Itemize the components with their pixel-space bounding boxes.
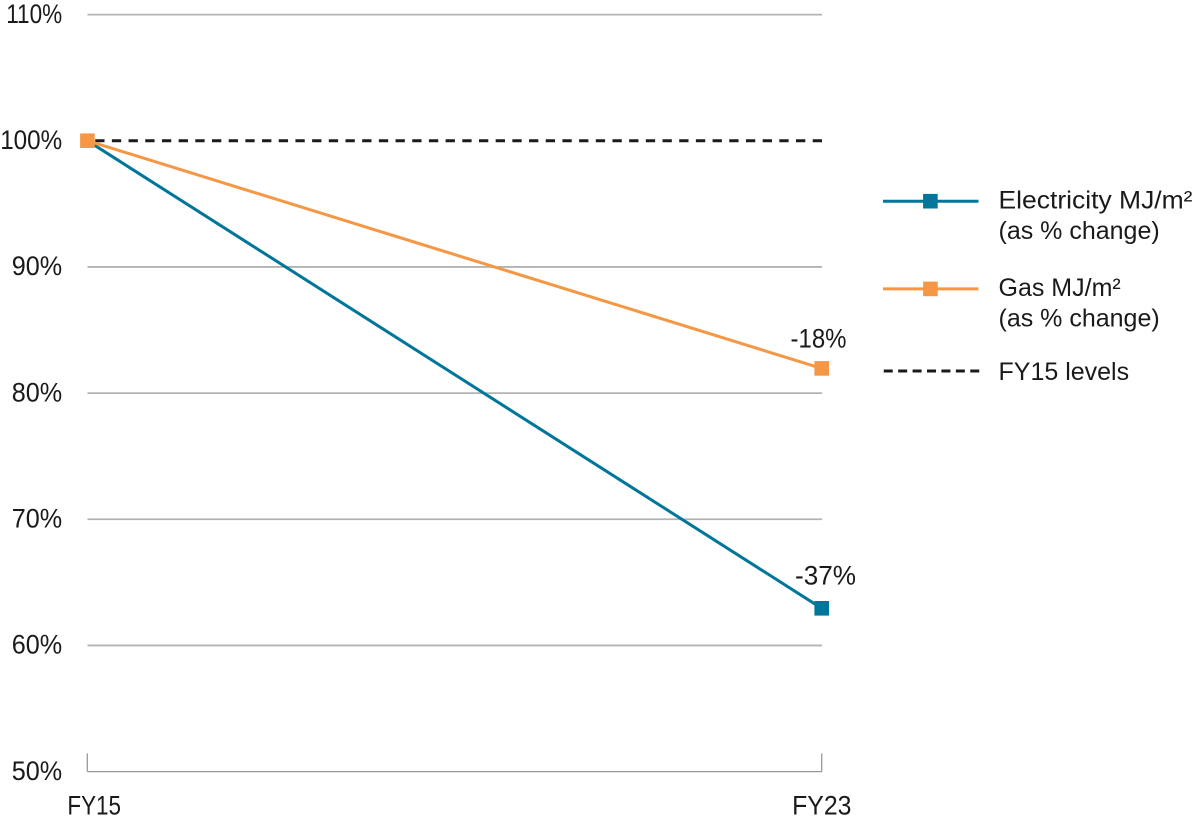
svg-text:Gas MJ/m²: Gas MJ/m² [999,274,1121,302]
svg-text:110%: 110% [6,0,62,29]
svg-text:(as % change): (as % change) [999,217,1160,245]
svg-text:-37%: -37% [795,561,856,591]
svg-text:80%: 80% [12,377,62,407]
svg-text:-18%: -18% [791,324,847,354]
svg-text:FY15 levels: FY15 levels [999,358,1130,386]
svg-text:FY23: FY23 [792,791,851,820]
svg-text:60%: 60% [12,629,62,659]
svg-text:90%: 90% [12,251,62,281]
svg-text:70%: 70% [12,503,62,533]
svg-text:Electricity MJ/m²: Electricity MJ/m² [999,187,1193,215]
svg-text:50%: 50% [12,756,62,786]
svg-text:FY15: FY15 [67,791,121,820]
svg-text:(as % change): (as % change) [999,304,1160,332]
svg-text:100%: 100% [0,125,62,155]
